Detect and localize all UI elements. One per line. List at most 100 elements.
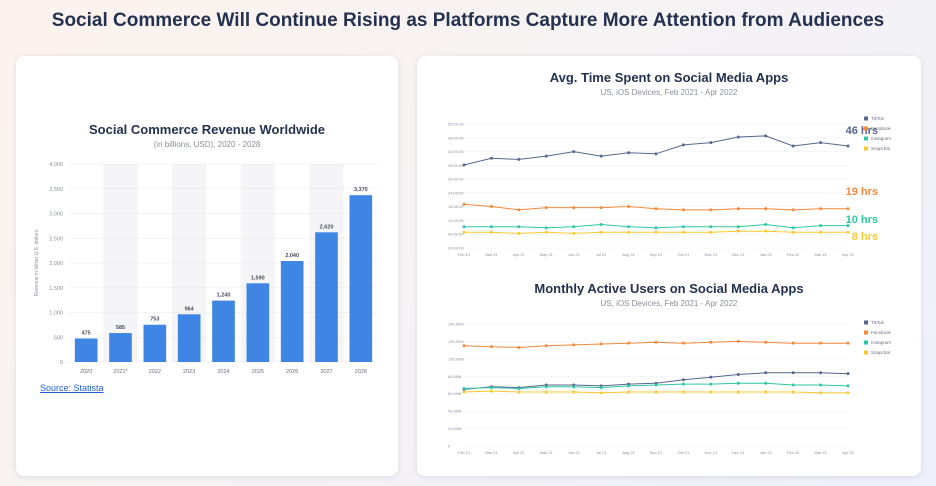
data-point — [819, 141, 823, 145]
data-point — [599, 391, 603, 395]
legend-swatch-snapchat — [864, 146, 868, 151]
data-point — [489, 389, 493, 393]
legend-label-facebook: Facebook — [871, 330, 892, 335]
data-point — [599, 386, 603, 390]
data-point — [489, 156, 493, 160]
data-point — [599, 222, 603, 226]
x-tick-label: Nov 21 — [705, 450, 718, 455]
data-point — [846, 230, 850, 234]
data-point — [544, 390, 548, 394]
data-point — [819, 371, 823, 375]
x-tick-label: 2026 — [286, 369, 298, 375]
source-link[interactable]: Source: Statista — [40, 383, 104, 393]
data-point — [489, 386, 493, 390]
x-tick-label: Jun 21 — [568, 252, 581, 257]
data-point — [654, 207, 658, 211]
data-point — [709, 340, 713, 344]
x-tick-label: Feb 22 — [787, 252, 800, 257]
data-point — [846, 341, 850, 345]
legend-swatch-snapchat — [864, 350, 868, 355]
legend-label-instagram: Instagram — [871, 340, 891, 345]
data-point — [736, 135, 740, 139]
data-point — [489, 205, 493, 209]
y-tick-label: 55:20:20 — [448, 122, 464, 127]
data-point — [736, 373, 740, 377]
data-point — [681, 208, 685, 212]
y-tick-label: 36:00:00 — [448, 163, 464, 168]
time-spent-line-chart: 00:00:00 06:00:00 12:00:00 18:00:00 24:00:00… — [448, 116, 892, 257]
x-tick-label: Jul 21 — [596, 450, 607, 455]
x-tick-label: 2024 — [217, 369, 229, 375]
data-point — [544, 344, 548, 348]
data-point — [764, 222, 768, 226]
y-tick-label: 12:00:00 — [448, 218, 464, 223]
data-point — [517, 390, 521, 394]
data-point — [764, 381, 768, 385]
x-tick-label: 2023 — [183, 369, 195, 375]
data-point — [517, 231, 521, 235]
data-point — [791, 341, 795, 345]
x-tick-label: Feb 21 — [458, 450, 471, 455]
x-tick-label: Apr 22 — [842, 252, 855, 257]
x-tick-label: Feb 22 — [787, 450, 800, 455]
page-title: Social Commerce Will Continue Rising as … — [51, 10, 885, 31]
legend-label-facebook: Facebook — [871, 126, 892, 131]
x-tick-label: Apr 21 — [513, 252, 526, 257]
data-point — [681, 230, 685, 234]
y-tick-label: 2,000 — [49, 261, 63, 267]
end-label-facebook: 19 hrs — [846, 186, 878, 198]
x-tick-label: Apr 22 — [842, 450, 855, 455]
end-label-instagram: 10 hrs — [846, 214, 878, 226]
x-tick-label: 2022 — [149, 369, 161, 375]
bar — [74, 338, 98, 362]
y-tick-label: 60.00M — [448, 391, 461, 396]
data-point — [791, 230, 795, 234]
bar — [177, 314, 201, 362]
data-point — [819, 230, 823, 234]
data-point — [681, 341, 685, 345]
x-tick-label: Jan 22 — [760, 450, 773, 455]
data-point — [599, 342, 603, 346]
data-point — [462, 225, 466, 229]
x-tick-label: Sep 21 — [650, 252, 663, 257]
legend-swatch-instagram — [864, 136, 868, 141]
data-point — [654, 390, 658, 394]
bar-value-label: 964 — [185, 306, 195, 312]
revenue-chart-title: Social Commerce Revenue Worldwide — [89, 122, 325, 137]
time-spent-chart-subtitle: US, iOS Devices, Feb 2021 - Apr 2022 — [600, 88, 738, 97]
bar-value-label: 2,040 — [285, 253, 299, 259]
data-point — [791, 383, 795, 387]
data-point — [791, 226, 795, 230]
y-tick-label: 06:00:00 — [448, 232, 464, 237]
x-tick-label: 2020 — [80, 369, 92, 375]
x-tick-label: Jun 21 — [568, 450, 581, 455]
data-point — [572, 231, 576, 235]
data-point — [819, 383, 823, 387]
data-point — [681, 382, 685, 386]
data-point — [462, 230, 466, 234]
y-tick-label: 1,500 — [49, 286, 63, 292]
bar — [109, 333, 132, 362]
data-point — [489, 230, 493, 234]
bar-value-label: 585 — [116, 325, 125, 331]
data-point — [709, 230, 713, 234]
data-point — [627, 390, 631, 394]
end-label-tiktok: 46 hrs — [846, 125, 878, 137]
data-point — [709, 390, 713, 394]
data-point — [736, 339, 740, 343]
data-point — [599, 230, 603, 234]
data-point — [627, 230, 631, 234]
data-point — [736, 390, 740, 394]
x-tick-label: Jul 21 — [596, 252, 607, 257]
mau-chart-title: Monthly Active Users on Social Media App… — [534, 281, 804, 296]
data-point — [654, 340, 658, 344]
legend-swatch-facebook — [864, 126, 868, 131]
x-tick-label: May 21 — [540, 450, 554, 455]
revenue-chart-subtitle: (in billions, USD), 2020 - 2028 — [153, 140, 261, 149]
data-point — [462, 390, 466, 394]
data-point — [572, 390, 576, 394]
y-tick-label: 140.00M — [448, 322, 464, 327]
bar-value-label: 3,370 — [354, 187, 368, 193]
x-tick-label: 2027 — [320, 369, 332, 375]
data-point — [627, 205, 631, 209]
